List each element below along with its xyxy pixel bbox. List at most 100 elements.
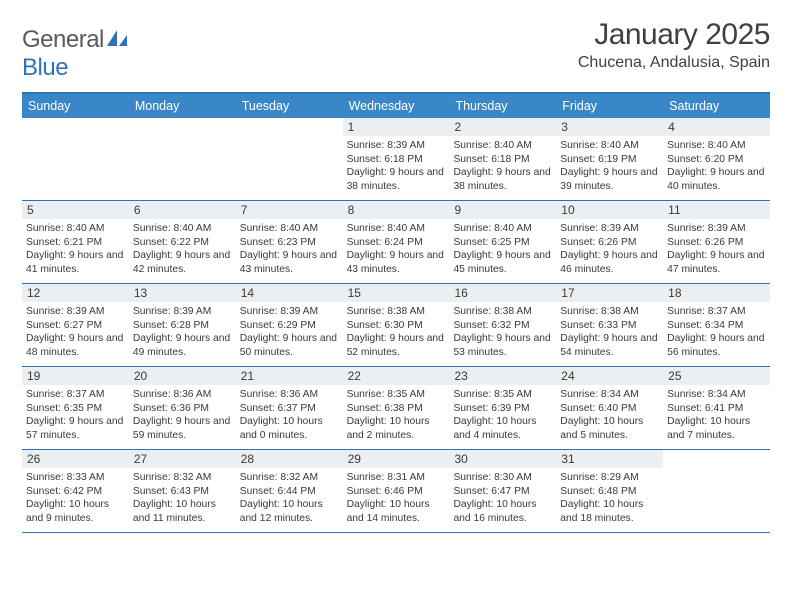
calendar-cell: 28 Sunrise: 8:32 AMSunset: 6:44 PMDayligh… xyxy=(236,450,343,532)
day-number: 31 xyxy=(556,450,663,468)
day-header: Sunday xyxy=(22,94,129,118)
sunset-text: Sunset: 6:39 PM xyxy=(453,402,552,416)
sunrise-text: Sunrise: 8:40 AM xyxy=(560,139,659,153)
sunset-text: Sunset: 6:47 PM xyxy=(453,485,552,499)
sunrise-text: Sunrise: 8:40 AM xyxy=(453,222,552,236)
sunset-text: Sunset: 6:30 PM xyxy=(347,319,446,333)
week-row: 26Sunrise: 8:33 AMSunset: 6:42 PMDayligh… xyxy=(22,450,770,533)
sunset-text: Sunset: 6:20 PM xyxy=(667,153,766,167)
calendar-cell: 22Sunrise: 8:35 AMSunset: 6:38 PMDayligh… xyxy=(343,367,450,449)
calendar-cell: 18Sunrise: 8:37 AMSunset: 6:34 PMDayligh… xyxy=(663,284,770,366)
day-header: Monday xyxy=(129,94,236,118)
logo-part2: Blue xyxy=(22,54,68,81)
calendar-cell: 31 Sunrise: 8:29 AMSunset: 6:48 PMDayligh… xyxy=(556,450,663,532)
cell-info: Sunrise: 8:36 AMSunset: 6:37 PMDaylight:… xyxy=(240,388,339,442)
day-header: Wednesday xyxy=(343,94,450,118)
cell-info: Sunrise: 8:32 AMSunset: 6:43 PMDaylight:… xyxy=(133,471,232,525)
day-number: 28 xyxy=(236,450,343,468)
day-number: 9 xyxy=(449,201,556,219)
cell-info: Sunrise: 8:39 AMSunset: 6:18 PMDaylight:… xyxy=(347,139,446,193)
calendar-cell: 19Sunrise: 8:37 AMSunset: 6:35 PMDayligh… xyxy=(22,367,129,449)
daylight-text: Daylight: 9 hours and 39 minutes. xyxy=(560,166,659,193)
daylight-text: Daylight: 9 hours and 54 minutes. xyxy=(560,332,659,359)
daylight-text: Daylight: 10 hours and 12 minutes. xyxy=(240,498,339,525)
day-header: Saturday xyxy=(663,94,770,118)
cell-info: Sunrise: 8:39 AMSunset: 6:29 PMDaylight:… xyxy=(240,305,339,359)
day-number: 26 xyxy=(22,450,129,468)
daylight-text: Daylight: 10 hours and 9 minutes. xyxy=(26,498,125,525)
day-header: Thursday xyxy=(449,94,556,118)
daylight-text: Daylight: 9 hours and 56 minutes. xyxy=(667,332,766,359)
cell-info: Sunrise: 8:40 AMSunset: 6:21 PMDaylight:… xyxy=(26,222,125,276)
sunrise-text: Sunrise: 8:31 AM xyxy=(347,471,446,485)
sunrise-text: Sunrise: 8:35 AM xyxy=(347,388,446,402)
sunset-text: Sunset: 6:23 PM xyxy=(240,236,339,250)
sunrise-text: Sunrise: 8:33 AM xyxy=(26,471,125,485)
logo-part1: General xyxy=(22,26,104,53)
calendar-cell: 6 Sunrise: 8:40 AMSunset: 6:22 PMDaylight… xyxy=(129,201,236,283)
calendar-cell: 29Sunrise: 8:31 AMSunset: 6:46 PMDayligh… xyxy=(343,450,450,532)
cell-info: Sunrise: 8:40 AMSunset: 6:22 PMDaylight:… xyxy=(133,222,232,276)
sunrise-text: Sunrise: 8:39 AM xyxy=(667,222,766,236)
page-title: January 2025 xyxy=(578,18,770,52)
cell-info: Sunrise: 8:31 AMSunset: 6:46 PMDaylight:… xyxy=(347,471,446,525)
day-number: 7 xyxy=(236,201,343,219)
sunrise-text: Sunrise: 8:36 AM xyxy=(240,388,339,402)
day-number: 1 xyxy=(343,118,450,136)
sunset-text: Sunset: 6:33 PM xyxy=(560,319,659,333)
calendar-cell: 15Sunrise: 8:38 AMSunset: 6:30 PMDayligh… xyxy=(343,284,450,366)
cell-info: Sunrise: 8:34 AMSunset: 6:41 PMDaylight:… xyxy=(667,388,766,442)
day-number: 5 xyxy=(22,201,129,219)
sunset-text: Sunset: 6:21 PM xyxy=(26,236,125,250)
sail-icon xyxy=(106,29,128,47)
calendar: SundayMondayTuesdayWednesdayThursdayFrid… xyxy=(22,92,770,533)
calendar-cell: 4Sunrise: 8:40 AMSunset: 6:20 PMDaylight… xyxy=(663,118,770,200)
location: Chucena, Andalusia, Spain xyxy=(578,54,770,72)
calendar-cell: 10 Sunrise: 8:39 AMSunset: 6:26 PMDayligh… xyxy=(556,201,663,283)
day-number: 17 xyxy=(556,284,663,302)
cell-info: Sunrise: 8:30 AMSunset: 6:47 PMDaylight:… xyxy=(453,471,552,525)
sunset-text: Sunset: 6:22 PM xyxy=(133,236,232,250)
calendar-cell: 9 Sunrise: 8:40 AMSunset: 6:25 PMDaylight… xyxy=(449,201,556,283)
sunrise-text: Sunrise: 8:34 AM xyxy=(667,388,766,402)
cell-info: Sunrise: 8:29 AMSunset: 6:48 PMDaylight:… xyxy=(560,471,659,525)
day-number: 18 xyxy=(663,284,770,302)
daylight-text: Daylight: 10 hours and 14 minutes. xyxy=(347,498,446,525)
calendar-cell: 16Sunrise: 8:38 AMSunset: 6:32 PMDayligh… xyxy=(449,284,556,366)
cell-info: Sunrise: 8:32 AMSunset: 6:44 PMDaylight:… xyxy=(240,471,339,525)
sunset-text: Sunset: 6:25 PM xyxy=(453,236,552,250)
page-root: GeneralBlue January 2025 Chucena, Andalu… xyxy=(0,0,792,533)
calendar-cell: 12Sunrise: 8:39 AMSunset: 6:27 PMDayligh… xyxy=(22,284,129,366)
day-number: 15 xyxy=(343,284,450,302)
calendar-cell xyxy=(22,118,129,200)
sunrise-text: Sunrise: 8:30 AM xyxy=(453,471,552,485)
calendar-cell: 17Sunrise: 8:38 AMSunset: 6:33 PMDayligh… xyxy=(556,284,663,366)
day-number: 2 xyxy=(449,118,556,136)
daylight-text: Daylight: 9 hours and 38 minutes. xyxy=(347,166,446,193)
cell-info: Sunrise: 8:39 AMSunset: 6:26 PMDaylight:… xyxy=(560,222,659,276)
sunrise-text: Sunrise: 8:40 AM xyxy=(26,222,125,236)
sunset-text: Sunset: 6:26 PM xyxy=(560,236,659,250)
calendar-cell: 13Sunrise: 8:39 AMSunset: 6:28 PMDayligh… xyxy=(129,284,236,366)
sunrise-text: Sunrise: 8:32 AM xyxy=(240,471,339,485)
calendar-cell xyxy=(129,118,236,200)
calendar-cell: 5 Sunrise: 8:40 AMSunset: 6:21 PMDaylight… xyxy=(22,201,129,283)
sunset-text: Sunset: 6:40 PM xyxy=(560,402,659,416)
cell-info: Sunrise: 8:40 AMSunset: 6:18 PMDaylight:… xyxy=(453,139,552,193)
sunset-text: Sunset: 6:38 PM xyxy=(347,402,446,416)
calendar-cell: 23Sunrise: 8:35 AMSunset: 6:39 PMDayligh… xyxy=(449,367,556,449)
day-number: 6 xyxy=(129,201,236,219)
logo: GeneralBlue xyxy=(22,18,128,82)
calendar-cell: 8Sunrise: 8:40 AMSunset: 6:24 PMDaylight… xyxy=(343,201,450,283)
sunset-text: Sunset: 6:42 PM xyxy=(26,485,125,499)
cell-info: Sunrise: 8:39 AMSunset: 6:28 PMDaylight:… xyxy=(133,305,232,359)
sunrise-text: Sunrise: 8:40 AM xyxy=(240,222,339,236)
day-number: 22 xyxy=(343,367,450,385)
daylight-text: Daylight: 9 hours and 45 minutes. xyxy=(453,249,552,276)
sunrise-text: Sunrise: 8:39 AM xyxy=(347,139,446,153)
daylight-text: Daylight: 9 hours and 49 minutes. xyxy=(133,332,232,359)
sunrise-text: Sunrise: 8:34 AM xyxy=(560,388,659,402)
day-number: 10 xyxy=(556,201,663,219)
sunrise-text: Sunrise: 8:40 AM xyxy=(667,139,766,153)
day-number: 11 xyxy=(663,201,770,219)
